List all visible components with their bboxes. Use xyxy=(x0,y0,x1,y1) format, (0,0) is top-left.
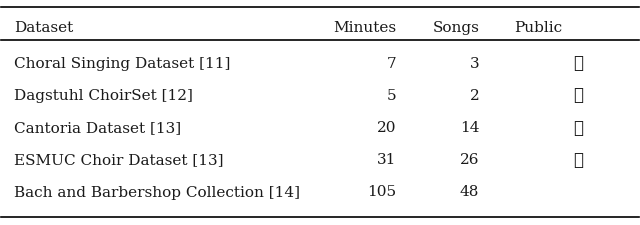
Text: 105: 105 xyxy=(367,185,396,200)
Text: 14: 14 xyxy=(460,121,479,135)
Text: 3: 3 xyxy=(470,57,479,71)
Text: ✓: ✓ xyxy=(573,55,583,72)
Text: Public: Public xyxy=(514,21,562,35)
Text: Bach and Barbershop Collection [14]: Bach and Barbershop Collection [14] xyxy=(14,185,300,200)
Text: ✓: ✓ xyxy=(573,87,583,104)
Text: ✓: ✓ xyxy=(573,152,583,169)
Text: 2: 2 xyxy=(470,89,479,103)
Text: 20: 20 xyxy=(377,121,396,135)
Text: 7: 7 xyxy=(387,57,396,71)
Text: Cantoria Dataset [13]: Cantoria Dataset [13] xyxy=(14,121,181,135)
Text: Songs: Songs xyxy=(433,21,479,35)
Text: Choral Singing Dataset [11]: Choral Singing Dataset [11] xyxy=(14,57,230,71)
Text: ✓: ✓ xyxy=(573,119,583,137)
Text: Dataset: Dataset xyxy=(14,21,74,35)
Text: Minutes: Minutes xyxy=(333,21,396,35)
Text: 26: 26 xyxy=(460,153,479,167)
Text: 31: 31 xyxy=(377,153,396,167)
Text: Dagstuhl ChoirSet [12]: Dagstuhl ChoirSet [12] xyxy=(14,89,193,103)
Text: 5: 5 xyxy=(387,89,396,103)
Text: ESMUC Choir Dataset [13]: ESMUC Choir Dataset [13] xyxy=(14,153,223,167)
Text: 48: 48 xyxy=(460,185,479,200)
